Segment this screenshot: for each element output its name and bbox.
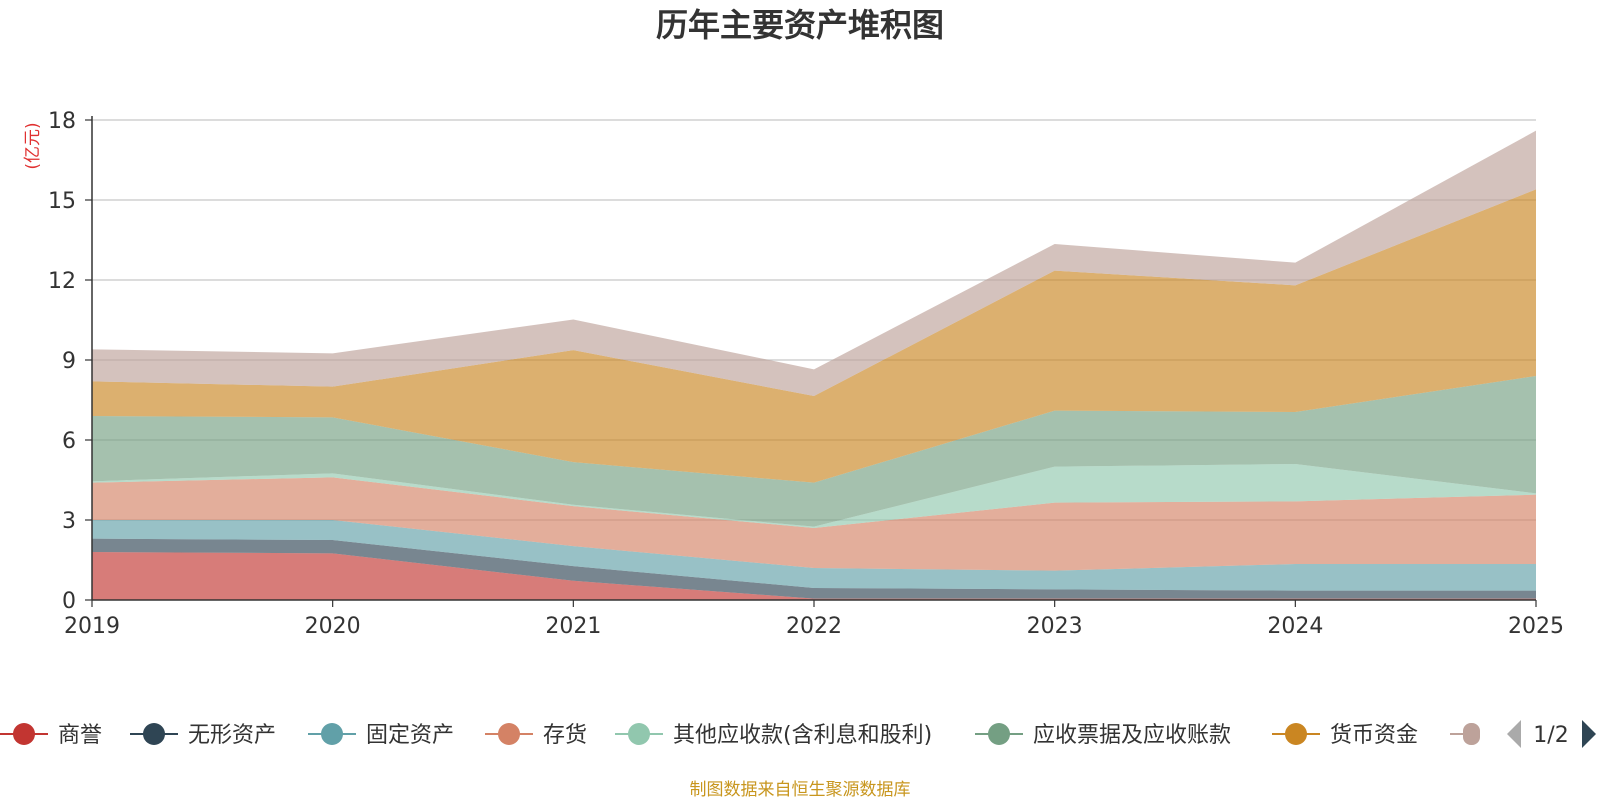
area-series-2[interactable] xyxy=(92,520,1536,591)
y-axis-ticks: 0 3 6 9 12 15 18 xyxy=(48,109,92,614)
y-axis-unit-label: (亿元) xyxy=(23,122,43,169)
legend-item[interactable]: 无形资产 xyxy=(130,723,276,748)
area-series-0[interactable] xyxy=(92,552,1536,600)
legend-marker-icon xyxy=(988,723,1010,745)
legend-marker-icon xyxy=(498,723,520,745)
y-tick-label: 18 xyxy=(48,109,76,134)
y-tick-label: 0 xyxy=(62,589,76,614)
legend-label: 固定资产 xyxy=(366,723,454,748)
legend-item[interactable]: 货币资金 xyxy=(1272,723,1418,748)
area-series-6[interactable] xyxy=(92,189,1536,483)
legend-page-indicator: 1/2 xyxy=(1533,723,1568,748)
legend-item[interactable]: 应收票据及应收账款 xyxy=(975,723,1231,748)
legend-marker-icon xyxy=(628,723,650,745)
legend-label: 其他应收款(含利息和股利) xyxy=(673,723,932,748)
legend: 商誉 无形资产 固定资产 存货 其他应收款(含利息和股利) 应收票据及应收账款 货币资金 xyxy=(0,723,1480,748)
x-tick-label: 2023 xyxy=(1027,614,1083,639)
legend-marker-icon xyxy=(1285,723,1307,745)
x-axis-ticks: 2019 2020 2021 2022 2023 2024 2025 xyxy=(64,600,1564,639)
legend-pager: 1/2 xyxy=(1507,720,1596,748)
legend-next-page-icon[interactable] xyxy=(1582,720,1596,748)
x-tick-label: 2020 xyxy=(305,614,361,639)
legend-label: 商誉 xyxy=(58,723,102,748)
y-tick-label: 9 xyxy=(62,349,76,374)
y-tick-label: 3 xyxy=(62,509,76,534)
y-tick-label: 12 xyxy=(48,269,76,294)
x-tick-label: 2025 xyxy=(1508,614,1564,639)
legend-label: 应收票据及应收账款 xyxy=(1033,723,1231,748)
area-series-4[interactable] xyxy=(92,464,1536,528)
area-series xyxy=(92,130,1536,600)
legend-label: 无形资产 xyxy=(188,723,276,748)
legend-marker-icon xyxy=(1463,723,1480,745)
legend-item-clipped[interactable] xyxy=(1450,723,1480,745)
chart-title: 历年主要资产堆积图 xyxy=(656,6,944,44)
area-series-5[interactable] xyxy=(92,376,1536,527)
legend-item[interactable]: 固定资产 xyxy=(308,723,454,748)
area-series-1[interactable] xyxy=(92,538,1536,599)
legend-prev-page-icon[interactable] xyxy=(1507,720,1521,748)
legend-label: 货币资金 xyxy=(1330,723,1418,748)
legend-item[interactable]: 商誉 xyxy=(0,723,102,748)
x-tick-label: 2021 xyxy=(545,614,601,639)
legend-marker-icon xyxy=(13,723,35,745)
legend-item[interactable]: 其他应收款(含利息和股利) xyxy=(615,723,932,748)
x-tick-label: 2024 xyxy=(1267,614,1323,639)
x-tick-label: 2022 xyxy=(786,614,842,639)
area-series-7[interactable] xyxy=(92,130,1536,396)
data-source-footer: 制图数据来自恒生聚源数据库 xyxy=(690,780,911,800)
area-series-3[interactable] xyxy=(92,477,1536,571)
legend-label: 存货 xyxy=(543,723,587,748)
y-tick-label: 15 xyxy=(48,189,76,214)
y-tick-label: 6 xyxy=(62,429,76,454)
x-tick-label: 2019 xyxy=(64,614,120,639)
legend-marker-icon xyxy=(321,723,343,745)
legend-marker-icon xyxy=(143,723,165,745)
legend-item[interactable]: 存货 xyxy=(485,723,587,748)
